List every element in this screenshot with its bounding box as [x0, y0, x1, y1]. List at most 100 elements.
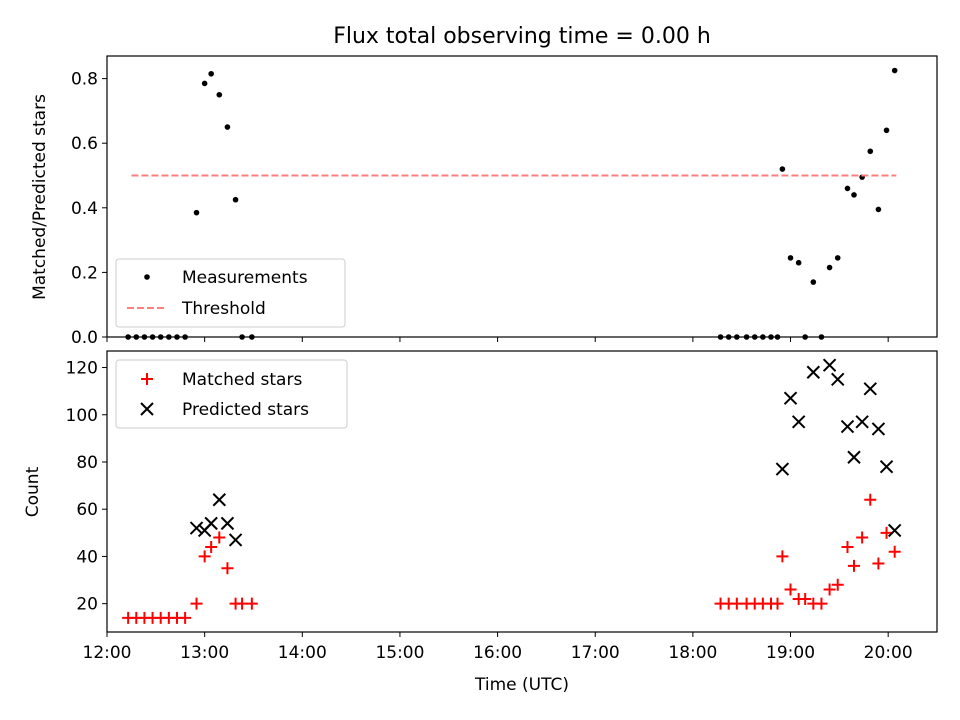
measurement-point — [875, 206, 882, 213]
measurement-point — [883, 127, 890, 134]
bottom-panel: 20 40 60 80 100 120 12:00 13:00 14:00 15:00 16:00 1… — [23, 350, 938, 695]
measurement-point — [795, 259, 802, 266]
top-legend-frame — [115, 258, 346, 328]
top-axes-frame — [106, 55, 938, 338]
matched-stars-point — [872, 557, 885, 570]
predicted-stars-point — [871, 422, 886, 436]
x-tick-label: 17:00 — [571, 643, 620, 663]
measurement-point — [826, 264, 833, 271]
legend-label-predicted-stars: Predicted stars — [182, 400, 309, 420]
y-tick-label: 0.6 — [71, 134, 98, 154]
matched-stars-point — [880, 526, 893, 539]
chart-title: Flux total observing time = 0.00 h — [333, 24, 711, 49]
measurement-point — [216, 91, 223, 98]
x-tick-label: 13:00 — [180, 643, 229, 663]
x-tick-label: 18:00 — [668, 643, 717, 663]
predicted-stars-point — [806, 365, 821, 379]
matched-stars-point — [784, 583, 797, 596]
bottom-axes: 20 40 60 80 100 120 12:00 13:00 14:00 15:00 16:00 1… — [66, 359, 913, 663]
bottom-ylabel: Count — [23, 466, 43, 517]
y-tick-label: 0.0 — [71, 328, 98, 348]
matched-stars-point — [831, 578, 844, 591]
measurement-point — [891, 67, 898, 74]
x-tick-label: 20:00 — [864, 643, 913, 663]
top-plot-marks — [125, 67, 898, 340]
matched-stars-point — [771, 597, 784, 610]
x-tick-label: 12:00 — [83, 643, 132, 663]
measurement-point — [232, 196, 239, 203]
x-tick-label: 16:00 — [473, 643, 522, 663]
predicted-stars-point — [847, 450, 861, 464]
y-tick-label: 20 — [76, 595, 98, 615]
top-axes: 0.0 0.2 0.4 0.6 0.8 — [71, 70, 889, 348]
predicted-stars-point — [863, 382, 877, 396]
y-tick-label: 40 — [76, 547, 98, 567]
x-tick-label: 14:00 — [278, 643, 327, 663]
bottom-plot-marks — [122, 358, 902, 624]
measurement-point — [779, 166, 786, 172]
predicted-stars-point — [840, 419, 855, 434]
legend-label-measurements: Measurements — [182, 268, 308, 288]
predicted-stars-point — [855, 415, 869, 429]
matched-stars-point — [198, 550, 211, 563]
measurement-point — [201, 80, 208, 87]
y-tick-label: 0.8 — [71, 70, 98, 90]
y-tick-label: 80 — [76, 453, 98, 473]
top-ylabel: Matched/Predicted stars — [30, 94, 50, 300]
matched-stars-point — [888, 545, 901, 558]
measurement-point — [810, 279, 817, 285]
matched-stars-point — [799, 592, 812, 605]
x-tick-label: 19:00 — [766, 643, 815, 663]
matched-stars-point — [856, 531, 869, 544]
predicted-stars-point — [783, 391, 798, 405]
y-tick-label: 0.2 — [71, 263, 98, 283]
matched-stars-point — [815, 597, 828, 610]
measurement-point — [787, 255, 794, 261]
measurement-point — [224, 124, 231, 130]
matched-stars-point — [179, 611, 192, 624]
legend-label-threshold: Threshold — [181, 299, 266, 319]
bottom-axes-frame — [106, 350, 938, 633]
predicted-stars-point — [791, 415, 806, 429]
legend-marker-measurements — [144, 274, 150, 280]
top-panel: 0.00.20.40.60.8 Matched/Predicted stars … — [30, 55, 938, 348]
matched-stars-point — [221, 562, 234, 575]
predicted-stars-point — [189, 521, 204, 535]
matched-stars-point — [213, 531, 226, 544]
measurement-point — [834, 255, 841, 261]
x-tick-label: 15:00 — [375, 643, 424, 663]
predicted-stars-point — [775, 462, 790, 476]
matched-stars-point — [190, 597, 203, 610]
measurement-point — [851, 192, 857, 198]
y-tick-label: 100 — [66, 406, 98, 426]
legend-marker-matched-stars — [141, 373, 153, 385]
predicted-stars-point — [831, 372, 845, 387]
predicted-stars-point — [887, 523, 902, 538]
measurement-point — [208, 70, 214, 77]
predicted-stars-point — [879, 459, 894, 474]
matched-stars-point — [848, 559, 860, 572]
matched-stars-point — [776, 550, 789, 563]
bottom-legend: Matched stars Predicted stars — [115, 359, 348, 429]
measurement-point — [867, 148, 874, 155]
y-tick-label: 120 — [66, 359, 98, 379]
bottom-legend-frame — [115, 359, 348, 429]
matched-stars-point — [841, 540, 854, 553]
predicted-stars-point — [228, 533, 243, 547]
legend-label-matched-stars: Matched stars — [182, 370, 302, 390]
legend-marker-predicted-stars — [140, 402, 154, 416]
y-tick-label: 0.4 — [71, 199, 98, 219]
predicted-stars-point — [204, 516, 218, 531]
matched-stars-point — [205, 540, 218, 553]
y-tick-label: 60 — [76, 500, 98, 520]
measurement-point — [193, 209, 200, 216]
predicted-stars-point — [822, 358, 837, 372]
matched-stars-point — [823, 583, 836, 596]
x-axis-label: Time (UTC) — [474, 675, 569, 695]
matched-stars-point — [864, 493, 877, 506]
top-legend: Measurements Threshold — [115, 258, 346, 328]
matched-stars-point — [245, 597, 258, 610]
measurement-point — [844, 185, 851, 192]
predicted-stars-point — [212, 493, 227, 507]
